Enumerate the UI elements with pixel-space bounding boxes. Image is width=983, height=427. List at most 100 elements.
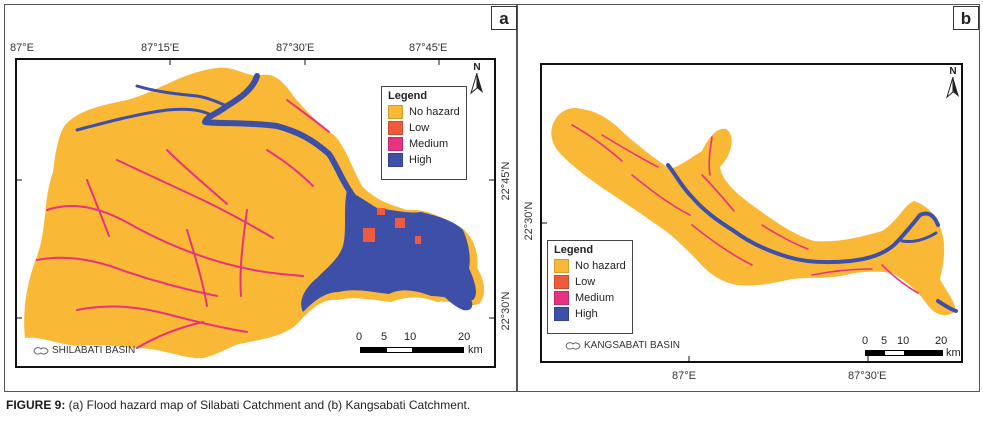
panel-b-bottom-tick: 87°30'E xyxy=(848,370,887,382)
kangsabati-hazard-map xyxy=(542,107,958,361)
tributary-medium xyxy=(601,134,659,168)
panel-a-top-tick: 87°45'E xyxy=(409,42,448,54)
tributary-medium xyxy=(701,174,735,212)
panel-a-letter: a xyxy=(491,6,517,30)
tributary-medium xyxy=(761,224,809,250)
basin-label-text: SHILABATI BASIN xyxy=(52,345,136,356)
outlet-high xyxy=(936,299,958,313)
panel-a-map-frame xyxy=(15,58,496,368)
legend-label: No hazard xyxy=(575,260,626,272)
legend-item-high: High xyxy=(554,306,626,322)
tributary-medium xyxy=(286,99,330,133)
north-label: N xyxy=(949,66,957,77)
panel-b-scale-num-20: 20 xyxy=(935,335,948,347)
legend-item-low: Low xyxy=(554,274,626,290)
panel-a-top-tick: 87°15'E xyxy=(141,42,180,54)
medium-swatch xyxy=(388,137,403,151)
tributary-medium xyxy=(116,159,274,239)
tributary-medium xyxy=(136,321,204,349)
legend-title: Legend xyxy=(388,90,428,102)
panel-b-scale-unit: km xyxy=(946,347,961,359)
low-swatch xyxy=(554,275,569,289)
high-swatch xyxy=(554,307,569,321)
panel-a-scale-num-20: 20 xyxy=(458,331,471,343)
tributary-medium xyxy=(631,174,691,216)
north-arrow-icon xyxy=(946,76,959,99)
river-upper-high xyxy=(135,84,229,108)
low-hazard-patch xyxy=(377,208,385,215)
main-river-high xyxy=(666,163,940,265)
tributary-medium xyxy=(691,224,753,266)
panel-a-scale-unit: km xyxy=(468,344,483,356)
panel-b-north-arrow: N xyxy=(945,66,961,102)
river-arm-high xyxy=(75,107,215,132)
tributary-medium xyxy=(86,179,110,237)
tributary-medium xyxy=(166,149,228,205)
tributary-medium xyxy=(266,149,314,187)
tributary-medium xyxy=(76,305,248,333)
legend-label: Medium xyxy=(575,292,615,304)
floodplain-high-zone xyxy=(301,190,476,312)
panel-b-map-frame xyxy=(540,63,963,363)
low-hazard-patch xyxy=(415,236,421,244)
tributary-medium xyxy=(708,136,713,176)
caption-text: (a) Flood hazard map of Silabati Catchme… xyxy=(65,398,471,412)
panel-a-scale-num-10: 10 xyxy=(404,331,417,343)
legend-item-no-hazard: No hazard xyxy=(554,258,626,274)
tributary-medium xyxy=(186,229,208,307)
legend-item-medium: Medium xyxy=(554,290,626,306)
shilabati-hazard-map xyxy=(17,60,494,359)
legend-label: High xyxy=(575,308,598,320)
north-label: N xyxy=(473,62,481,73)
tributary-medium xyxy=(811,268,873,276)
river-segment-high xyxy=(900,231,938,243)
no-hazard-swatch xyxy=(554,259,569,273)
panel-b-scale-bar xyxy=(865,350,943,356)
legend-label: Medium xyxy=(409,138,449,150)
low-hazard-patch xyxy=(395,218,405,228)
panel-a-top-tick: 87°30'E xyxy=(276,42,315,54)
panel-a-scale-bar xyxy=(360,347,464,353)
caption-label: FIGURE 9: xyxy=(6,398,66,412)
panel-b-left-tick: 22°30'N xyxy=(523,201,535,241)
panel-b-scale-num-5: 5 xyxy=(881,335,888,347)
panel-a-legend: Legend No hazard Low Medium High xyxy=(381,86,467,180)
basin-label-text: KANGSABATI BASIN xyxy=(584,340,680,351)
basin-outline-icon xyxy=(565,341,581,350)
low-swatch xyxy=(388,121,403,135)
legend-item-high: High xyxy=(388,152,460,168)
panel-b-letter: b xyxy=(953,6,979,30)
low-hazard-patch xyxy=(363,228,375,242)
tributary-medium xyxy=(571,124,623,162)
panel-a-border xyxy=(4,4,517,392)
basin-outline-icon xyxy=(33,346,49,355)
panel-b-scale-num-0: 0 xyxy=(862,335,869,347)
legend-title: Legend xyxy=(554,244,594,256)
panel-b-bottom-tick: 87°E xyxy=(672,370,696,382)
tributary-medium xyxy=(239,209,248,297)
legend-item-no-hazard: No hazard xyxy=(388,104,460,120)
panel-a-basin-label: SHILABATI BASIN xyxy=(33,345,135,356)
panel-b-legend: Legend No hazard Low Medium High xyxy=(547,240,633,334)
tributary-medium xyxy=(36,256,218,297)
legend-item-medium: Medium xyxy=(388,136,460,152)
figure-caption: FIGURE 9: (a) Flood hazard map of Silaba… xyxy=(6,398,470,412)
high-swatch xyxy=(388,153,403,167)
panel-a-scale-num-0: 0 xyxy=(356,331,363,343)
legend-label: Low xyxy=(409,122,430,134)
panel-b-basin-label: KANGSABATI BASIN xyxy=(565,340,680,351)
panel-a-right-tick: 22°30'N xyxy=(500,291,512,331)
panel-a-right-tick: 22°45'N xyxy=(500,161,512,201)
tributary-medium xyxy=(46,205,304,277)
tributary-medium xyxy=(881,264,919,294)
panel-a-scale-num-5: 5 xyxy=(381,331,388,343)
legend-label: Low xyxy=(575,276,596,288)
panel-a-top-tick: 87°E xyxy=(10,42,34,54)
no-hazard-swatch xyxy=(388,105,403,119)
outlet-high-zone xyxy=(437,276,473,311)
panel-b-scale-num-10: 10 xyxy=(897,335,910,347)
legend-label: No hazard xyxy=(409,106,460,118)
panel-b-border xyxy=(517,4,980,392)
legend-item-low: Low xyxy=(388,120,460,136)
panel-a-north-arrow: N xyxy=(469,62,485,98)
